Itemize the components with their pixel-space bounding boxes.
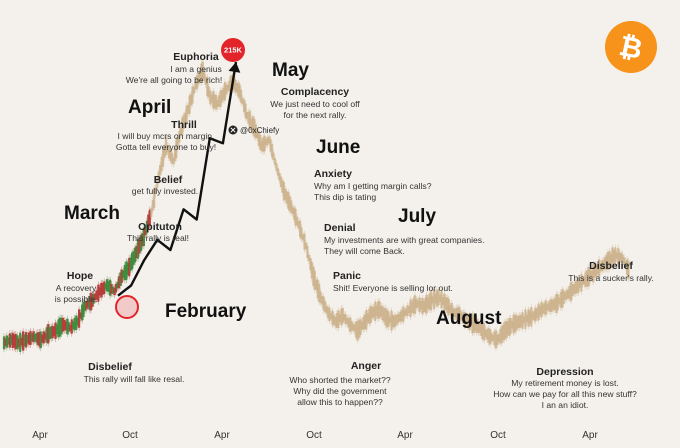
stage-disbelief-late: Disbelief This is a sucker's rally. (568, 260, 654, 283)
sentiment-line (117, 61, 238, 297)
month-august: August (436, 308, 502, 329)
stage-title: Euphoria (173, 51, 219, 63)
x-tick-label: Oct (490, 430, 506, 441)
stage-line: This rally is real! (127, 233, 189, 243)
stage-line: How can we pay for all this new stuff? (493, 389, 637, 399)
stage-belief: Belief get fully invested. (132, 174, 198, 196)
stage-title: Anxiety (314, 168, 352, 180)
bitcoin-icon (605, 21, 657, 73)
rally-start-marker (115, 295, 139, 319)
stage-line: Why am I getting margin calls? (314, 181, 432, 191)
x-tick-label: Oct (306, 430, 322, 441)
stage-anxiety: Anxiety Why am I getting margin calls? T… (314, 168, 432, 202)
bitcoin-badge: ₿ (605, 21, 657, 73)
stage-title: Opituton (138, 221, 182, 233)
peak-label: 215K (224, 46, 243, 55)
x-tick-label: Oct (122, 430, 138, 441)
watermark-handle: @0xChiefy (240, 126, 279, 135)
stage-title: Denial (324, 222, 356, 234)
stage-line: I am a genius (170, 64, 222, 74)
stage-optimism: Opituton This rally is real! (127, 221, 189, 243)
stage-line: This dip is tating (314, 192, 376, 202)
sentiment-arrow-path (117, 61, 241, 297)
month-june: June (316, 137, 360, 158)
stage-line: My retirement money is lost. (511, 378, 618, 388)
month-april: April (128, 97, 171, 118)
stage-line: We just need to cool off (270, 99, 360, 109)
stage-line: get fully invested. (132, 186, 198, 196)
stage-line: Why did the government (293, 386, 387, 396)
stage-line: for the next rally. (284, 110, 347, 120)
peak-marker: 215K (221, 38, 245, 62)
watermark: @0xChiefy (228, 125, 279, 135)
x-tick-label: Apr (214, 430, 230, 441)
stage-thrill: Thrill I will buy mcrs on margin. Gotta … (116, 119, 216, 152)
stage-denial: Denial My investments are with great com… (324, 222, 484, 256)
stage-disbelief-early: Disbelief This rally will fall like resa… (84, 361, 185, 384)
stage-panic: Panic Shit! Everyone is selling lor out. (333, 270, 453, 293)
stage-line: Who shorted the market?? (289, 375, 390, 385)
month-may: May (272, 60, 309, 81)
stage-euphoria: Euphoria I am a genius We're all going t… (126, 51, 223, 85)
stage-line: is possible. (55, 294, 98, 304)
stage-line: I an an idiot. (542, 400, 589, 410)
stage-title: Belief (154, 174, 183, 186)
stage-line: My investments are with great companies. (324, 235, 484, 245)
stage-title: Complacency (281, 86, 349, 98)
stage-title: Disbelief (88, 361, 132, 373)
stage-complacency: Complacency We just need to cool off for… (270, 86, 360, 120)
stage-line: Gotta tell everyone to buy! (116, 142, 216, 152)
stage-line: They will come Back. (324, 246, 405, 256)
x-axis: Apr Oct Apr Oct Apr Oct Apr (32, 430, 598, 441)
month-july: July (398, 206, 436, 227)
stage-depression: Depression My retirement money is lost. … (493, 366, 637, 410)
month-february: February (165, 301, 247, 322)
stage-line: This rally will fall like resal. (84, 374, 185, 384)
x-tick-label: Apr (32, 430, 48, 441)
stage-line: Shit! Everyone is selling lor out. (333, 283, 453, 293)
x-tick-label: Apr (397, 430, 413, 441)
stage-title: Anger (351, 360, 381, 372)
stage-line: A recovery (56, 283, 97, 293)
stage-title: Hope (67, 270, 93, 282)
stage-line: I will buy mcrs on margin. (118, 131, 215, 141)
stage-title: Depression (536, 366, 593, 378)
month-march: March (64, 203, 120, 224)
stage-title: Disbelief (589, 260, 633, 272)
stage-line: allow this to happen?? (297, 397, 383, 407)
sentiment-arrowhead (228, 62, 241, 73)
stage-line: This is a sucker's rally. (568, 273, 654, 283)
stage-title: Panic (333, 270, 361, 282)
x-tick-label: Apr (582, 430, 598, 441)
stage-anger: Anger Who shorted the market?? Why did t… (289, 360, 390, 407)
stage-line: We're all going to be rich! (126, 75, 223, 85)
stage-title: Thrill (171, 119, 197, 131)
price-series (2, 58, 630, 355)
stage-hope: Hope A recovery is possible. (55, 270, 98, 304)
